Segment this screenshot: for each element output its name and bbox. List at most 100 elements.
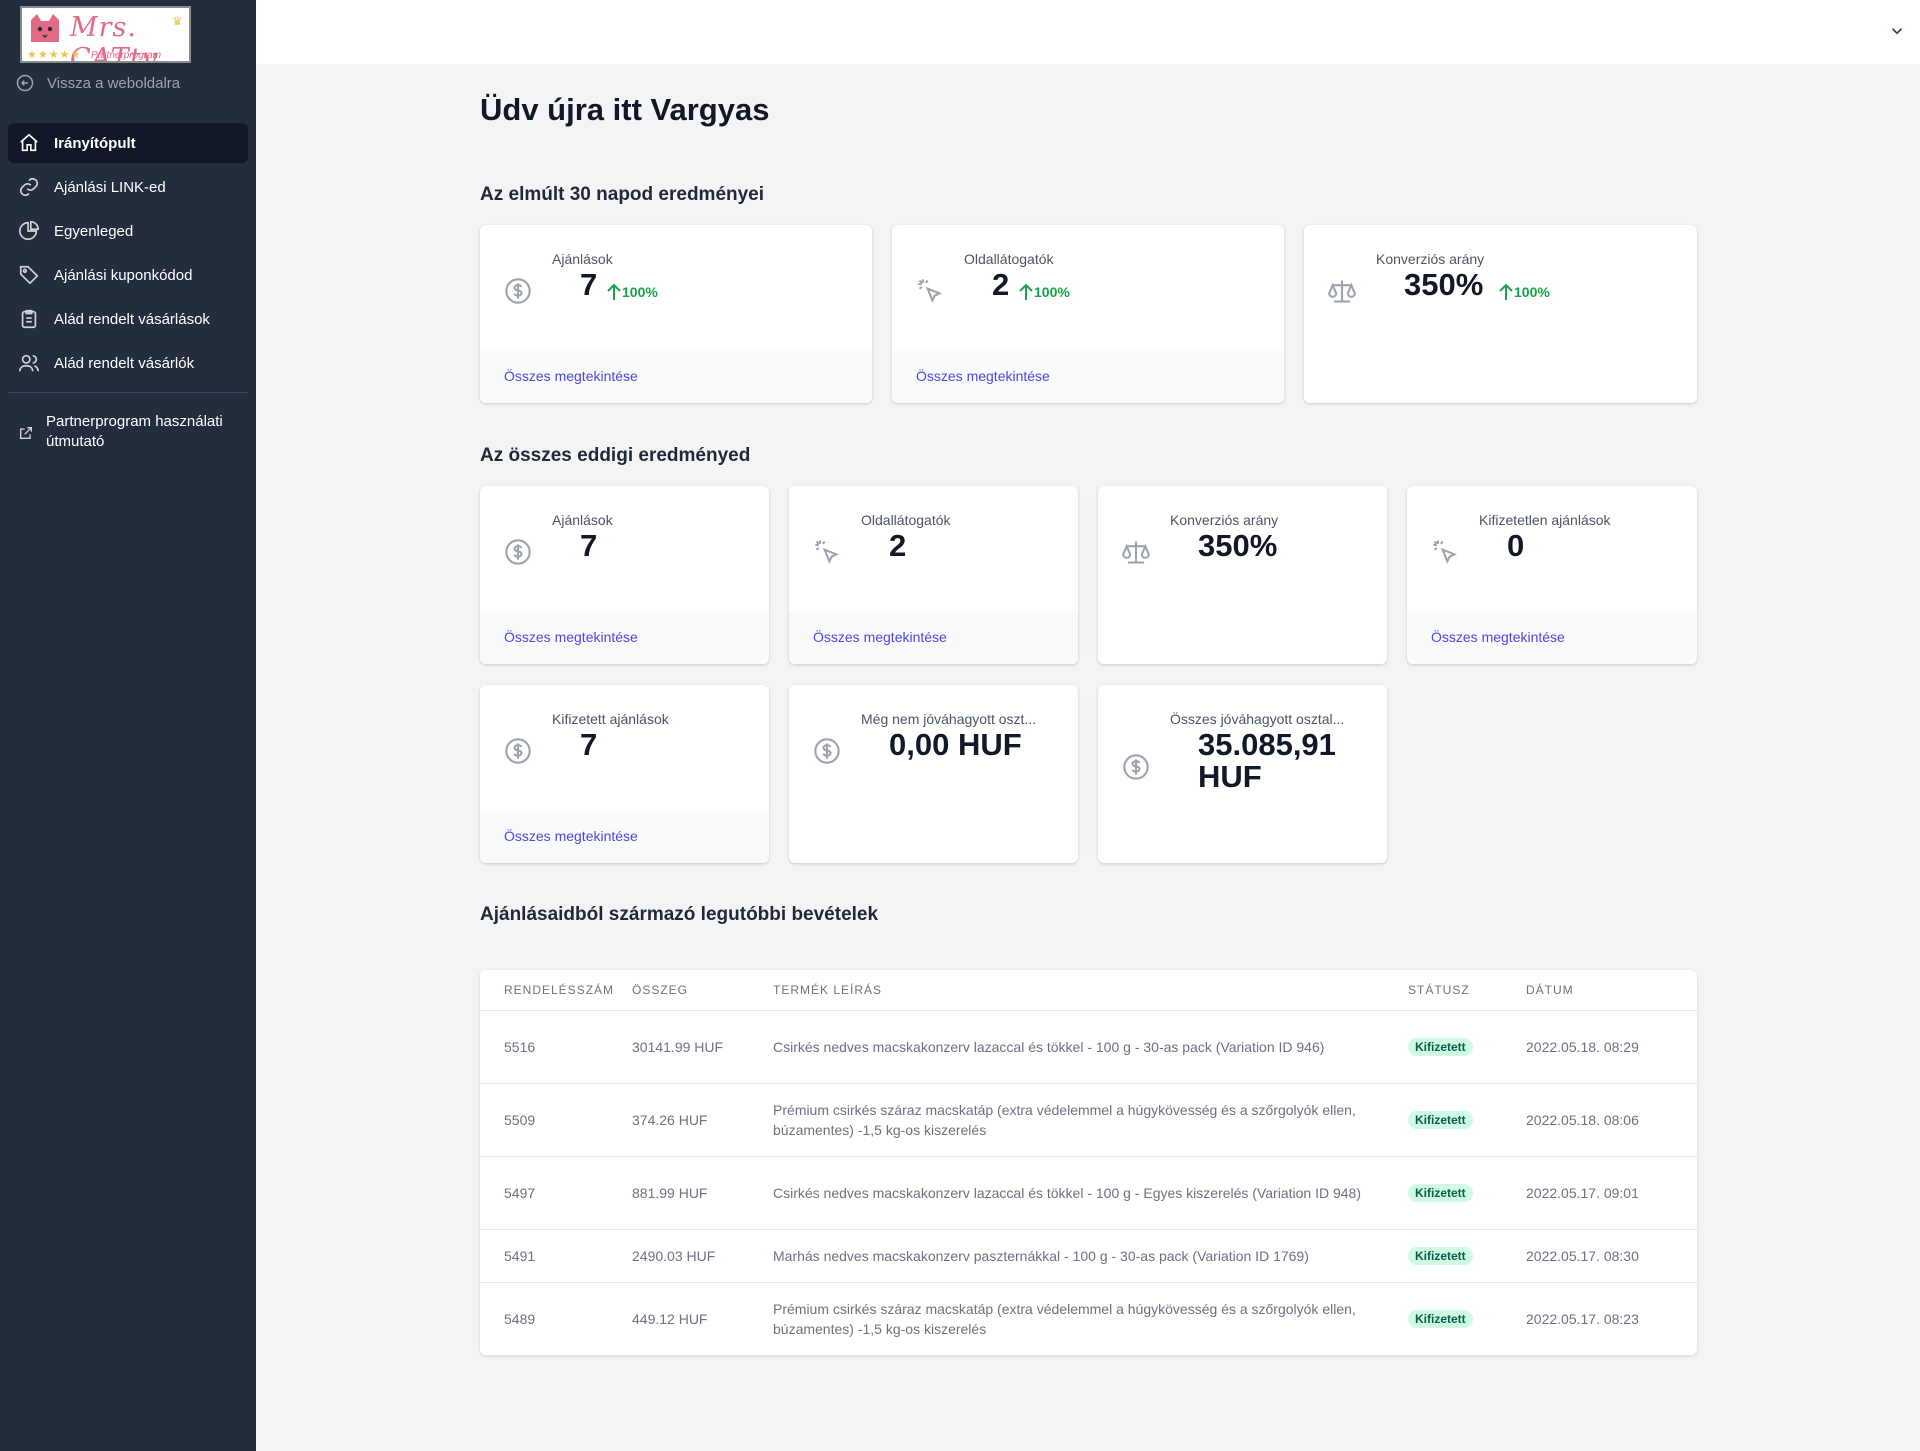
sidebar-item-user-guide[interactable]: Partnerprogram használati útmutató xyxy=(18,412,238,452)
stat-label: Kifizetetlen ajánlások xyxy=(1479,512,1611,528)
arrow-up-icon xyxy=(1499,283,1513,300)
order-number: 5509 xyxy=(480,1083,632,1157)
view-all-link[interactable]: Összes megtekintése xyxy=(504,828,638,844)
stat-card-visitors-30d: Oldallátogatók 2 100% Összes megtekintés… xyxy=(892,225,1284,403)
product-description: Prémium csirkés száraz macskatáp (extra … xyxy=(773,1083,1408,1157)
column-header: STÁTUSZ xyxy=(1408,970,1526,1011)
logo-subtitle: Partnerprogram xyxy=(91,50,162,61)
sidebar-item-label: Egyenleged xyxy=(54,222,134,240)
order-amount: 449.12 HUF xyxy=(632,1310,708,1327)
table-row[interactable]: 5516 30141.99 HUF Csirkés nedves macskak… xyxy=(480,1010,1697,1084)
product-description: Prémium csirkés száraz macskatáp (extra … xyxy=(773,1300,1356,1337)
status-badge: Kifizetett xyxy=(1408,1309,1473,1328)
dollar-icon xyxy=(1123,754,1149,780)
status-cell: Kifizetett xyxy=(1408,1010,1526,1084)
card-footer: Összes megtekintése xyxy=(480,811,769,863)
stat-label: Konverziós arány xyxy=(1376,251,1485,267)
stat-label: Kifizetett ajánlások xyxy=(552,711,669,727)
sidebar-item-label: Alád rendelt vásárlók xyxy=(54,354,195,372)
stat-label: Oldallátogatók xyxy=(861,512,951,528)
stat-value: 7 xyxy=(580,727,598,762)
sidebar-item-customers[interactable]: Alád rendelt vásárlók xyxy=(8,343,248,383)
table-row[interactable]: 5491 2490.03 HUF Marhás nedves macskakon… xyxy=(480,1229,1697,1283)
stat-card-referrals-30d: Ajánlások 7 100% Összes megtekintése xyxy=(480,225,872,403)
scale-icon xyxy=(1328,280,1356,303)
back-to-website-link[interactable]: Vissza a weboldalra xyxy=(16,74,180,92)
order-date: 2022.05.17. 08:30 xyxy=(1526,1229,1697,1283)
back-link-label: Vissza a weboldalra xyxy=(47,74,181,92)
cursor-click-icon xyxy=(815,540,839,564)
arrow-left-circle-icon xyxy=(16,74,34,92)
status-badge: Kifizetett xyxy=(1408,1183,1473,1202)
order-amount: 2490.03 HUF xyxy=(632,1229,773,1283)
card-footer: Összes megtekintése xyxy=(892,351,1284,403)
order-date: 2022.05.18. 08:06 xyxy=(1526,1083,1697,1157)
stat-card-unpaid-referrals: Kifizetetlen ajánlások 0 Összes megtekin… xyxy=(1407,486,1697,664)
sidebar-item-label: Ajánlási LINK-ed xyxy=(54,178,166,196)
status-cell: Kifizetett xyxy=(1408,1229,1526,1283)
pie-chart-icon xyxy=(19,221,39,241)
table-row[interactable]: 5497 881.99 HUF Csirkés nedves macskakon… xyxy=(480,1156,1697,1230)
column-header: DÁTUM xyxy=(1526,970,1697,1011)
stat-label: Ajánlások xyxy=(552,512,613,528)
status-badge: Kifizetett xyxy=(1408,1037,1473,1056)
stat-value: 350% xyxy=(1198,528,1278,563)
table-row[interactable]: 5509 374.26 HUF Prémium csirkés száraz m… xyxy=(480,1083,1697,1157)
stat-value: 350% xyxy=(1404,267,1484,302)
stat-change: 100% xyxy=(606,283,658,301)
stat-card-referrals-total: Ajánlások 7 Összes megtekintése xyxy=(480,486,769,664)
dollar-icon xyxy=(505,738,531,764)
brand-logo[interactable]: Mrs. CATty ♛ ★★★★★ Partnerprogram xyxy=(20,6,191,63)
chevron-down-icon[interactable] xyxy=(1888,22,1906,40)
view-all-link[interactable]: Összes megtekintése xyxy=(1431,629,1565,645)
view-all-link[interactable]: Összes megtekintése xyxy=(916,368,1050,384)
link-icon xyxy=(19,177,39,197)
sidebar: Mrs. CATty ♛ ★★★★★ Partnerprogram Vissza… xyxy=(0,0,256,1451)
tag-icon xyxy=(19,265,39,285)
stat-value: 35.085,91 xyxy=(1198,727,1336,762)
order-number: 5497 xyxy=(480,1156,632,1230)
arrow-up-icon xyxy=(1019,283,1033,300)
view-all-link[interactable]: Összes megtekintése xyxy=(504,629,638,645)
dollar-icon xyxy=(814,738,840,764)
sidebar-item-balance[interactable]: Egyenleged xyxy=(8,211,248,251)
stat-label: Oldallátogatók xyxy=(964,251,1054,267)
stat-change-value: 100% xyxy=(622,284,658,300)
stat-card-visitors-total: Oldallátogatók 2 Összes megtekintése xyxy=(789,486,1078,664)
order-date: 2022.05.17. 08:23 xyxy=(1526,1310,1639,1327)
order-date: 2022.05.17. 09:01 xyxy=(1526,1156,1697,1230)
status-badge: Kifizetett xyxy=(1408,1110,1473,1129)
table-row[interactable]: 5489 449.12 HUF Prémium csirkés száraz m… xyxy=(480,1282,1697,1355)
product-description: Csirkés nedves macskakonzerv lazaccal és… xyxy=(773,1156,1408,1230)
sidebar-item-coupon[interactable]: Ajánlási kuponkódod xyxy=(8,255,248,295)
sidebar-item-dashboard[interactable]: Irányítópult xyxy=(8,123,248,163)
table-header-row: RENDELÉSSZÁM ÖSSZEG TERMÉK LEÍRÁS STÁTUS… xyxy=(480,970,1697,1011)
sidebar-item-referral-link[interactable]: Ajánlási LINK-ed xyxy=(8,167,248,207)
stat-value: 0 xyxy=(1507,528,1525,563)
external-link-icon xyxy=(20,427,32,439)
view-all-link[interactable]: Összes megtekintése xyxy=(504,368,638,384)
cursor-click-icon xyxy=(918,279,942,303)
stat-label: Ajánlások xyxy=(552,251,613,267)
status-cell: Kifizetett xyxy=(1408,1083,1526,1157)
card-footer: Összes megtekintése xyxy=(480,351,872,403)
order-date: 2022.05.18. 08:29 xyxy=(1526,1010,1697,1084)
stat-change: 100% xyxy=(1018,283,1070,301)
all-time-title: Az összes eddigi eredményed xyxy=(480,445,751,466)
card-footer: Összes megtekintése xyxy=(789,612,1078,664)
logo-title: Mrs. CATty xyxy=(70,12,158,63)
stat-card-pending-commission: Még nem jóváhagyott oszt... 0,00 HUF xyxy=(789,685,1078,863)
column-header: ÖSSZEG xyxy=(632,970,773,1011)
sidebar-item-purchases[interactable]: Alád rendelt vásárlások xyxy=(8,299,248,339)
card-footer: Összes megtekintése xyxy=(1407,612,1697,664)
stat-card-paid-referrals: Kifizetett ajánlások 7 Összes megtekinté… xyxy=(480,685,769,863)
order-number: 5516 xyxy=(480,1010,632,1084)
order-amount: 374.26 HUF xyxy=(632,1083,773,1157)
product-description: Marhás nedves macskakonzerv paszternákka… xyxy=(773,1229,1408,1283)
cursor-click-icon xyxy=(1433,540,1457,564)
column-header: RENDELÉSSZÁM xyxy=(480,970,632,1011)
view-all-link[interactable]: Összes megtekintése xyxy=(813,629,947,645)
page-title: Üdv újra itt Vargyas xyxy=(480,92,770,127)
earnings-table: RENDELÉSSZÁM ÖSSZEG TERMÉK LEÍRÁS STÁTUS… xyxy=(480,970,1697,1355)
crown-icon: ♛ xyxy=(172,14,183,28)
